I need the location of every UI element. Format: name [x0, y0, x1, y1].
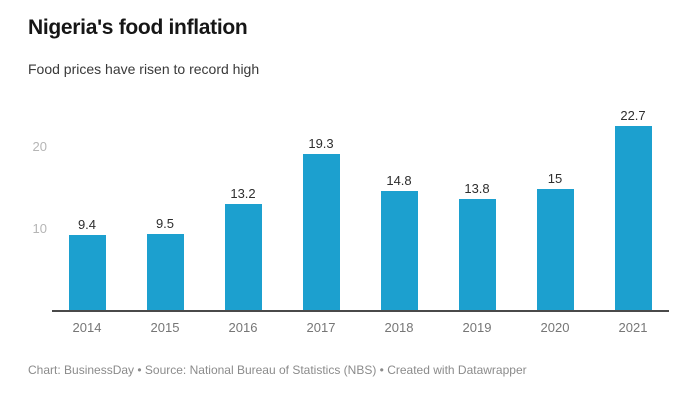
x-axis-label: 2019 — [462, 320, 492, 335]
chart-subtitle: Food prices have risen to record high — [28, 61, 260, 77]
x-axis-label: 2020 — [540, 320, 570, 335]
y-axis-tick-label: 20 — [32, 139, 47, 154]
bar-column: 22.7 — [594, 107, 672, 312]
bar-2017 — [302, 153, 340, 312]
bar-value-label: 13.8 — [464, 180, 490, 196]
bar-2015 — [146, 234, 184, 312]
bar-column: 19.3 — [282, 107, 360, 312]
bar-column: 9.5 — [126, 107, 204, 312]
x-axis-line — [52, 310, 669, 312]
bar-value-label: 19.3 — [308, 135, 334, 151]
x-axis-label: 2018 — [384, 320, 414, 335]
x-axis-label: 2015 — [150, 320, 180, 335]
bar-value-label: 9.4 — [77, 216, 97, 232]
bar-column: 14.8 — [360, 107, 438, 312]
bar-2018 — [380, 190, 418, 312]
x-axis-label: 2017 — [306, 320, 336, 335]
bar-value-label: 14.8 — [386, 172, 412, 188]
bar-value-label: 13.2 — [230, 185, 256, 201]
x-axis-labels: 2014 2015 2016 2017 2018 2019 2020 2021 — [48, 320, 672, 336]
bar-value-label: 9.5 — [155, 216, 175, 232]
x-axis-label: 2016 — [228, 320, 258, 335]
x-axis-label: 2021 — [618, 320, 648, 335]
bar-column: 13.2 — [204, 107, 282, 312]
chart-title: Nigeria's food inflation — [28, 16, 248, 39]
bar-value-label: 15 — [547, 171, 563, 186]
bar-2020 — [536, 189, 574, 312]
bar-column: 15 — [516, 107, 594, 312]
bar-2016 — [224, 203, 262, 312]
bar-column: 9.4 — [48, 107, 126, 312]
bar-2014 — [68, 234, 106, 312]
chart-footer: Chart: BusinessDay • Source: National Bu… — [28, 363, 527, 377]
y-axis-tick-label: 10 — [32, 221, 47, 236]
bar-column: 13.8 — [438, 107, 516, 312]
bars-container: 9.4 9.5 13.2 19.3 14.8 13.8 15 22.7 — [48, 107, 672, 312]
bar-2019 — [458, 198, 496, 312]
x-axis-label: 2014 — [72, 320, 102, 335]
bar-2021 — [614, 125, 652, 312]
bar-value-label: 22.7 — [620, 107, 646, 123]
